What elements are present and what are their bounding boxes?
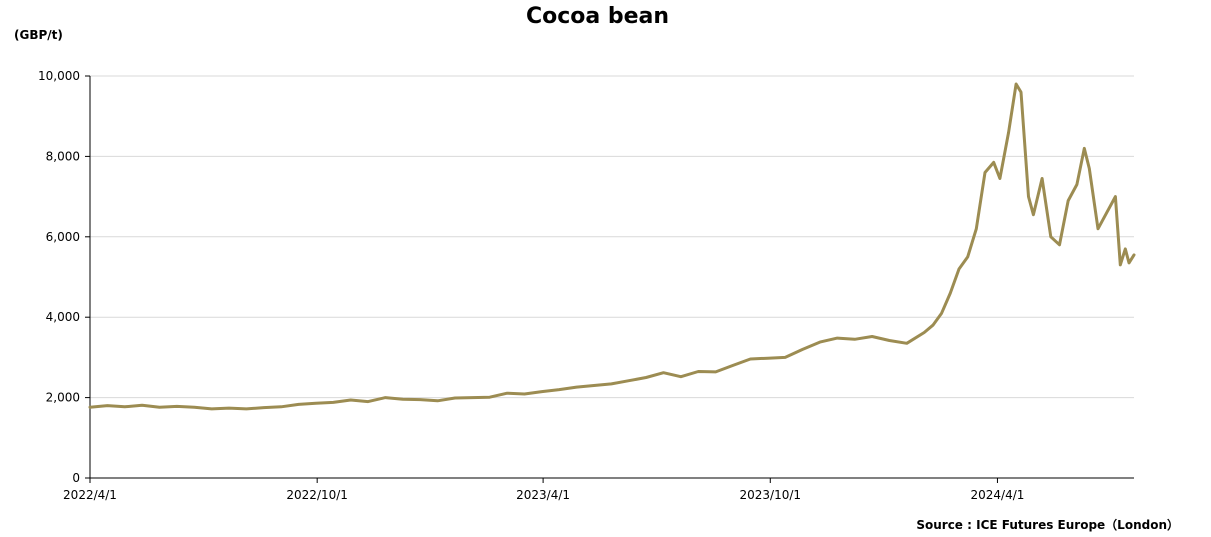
x-tick-label-0: 2022/4/1 [63,488,117,502]
x-tick-label-2: 2023/4/1 [516,488,570,502]
y-tick-labels: 0 2,000 4,000 6,000 8,000 10,000 [38,69,80,485]
y-tick-label-6000: 6,000 [46,230,80,244]
x-tick-label-3: 2023/10/1 [740,488,802,502]
y-tick-label-2000: 2,000 [46,391,80,405]
y-tick-label-10000: 10,000 [38,69,80,83]
x-tick-label-1: 2022/10/1 [286,488,348,502]
source-note: Source : ICE Futures Europe（London） [916,518,1179,532]
y-tick-label-0: 0 [72,471,80,485]
y-axis-unit-label: (GBP/t) [14,28,63,42]
gridlines [90,75,1134,399]
y-tick-label-4000: 4,000 [46,310,80,324]
cocoa-price-series-line [88,82,1136,411]
axes [85,75,1134,483]
y-tick-label-8000: 8,000 [46,149,80,163]
x-tick-label-4: 2024/4/1 [970,488,1024,502]
x-tick-labels: 2022/4/1 2022/10/1 2023/4/1 2023/10/1 2024/4… [63,488,1024,502]
chart-title: Cocoa bean [525,4,670,29]
